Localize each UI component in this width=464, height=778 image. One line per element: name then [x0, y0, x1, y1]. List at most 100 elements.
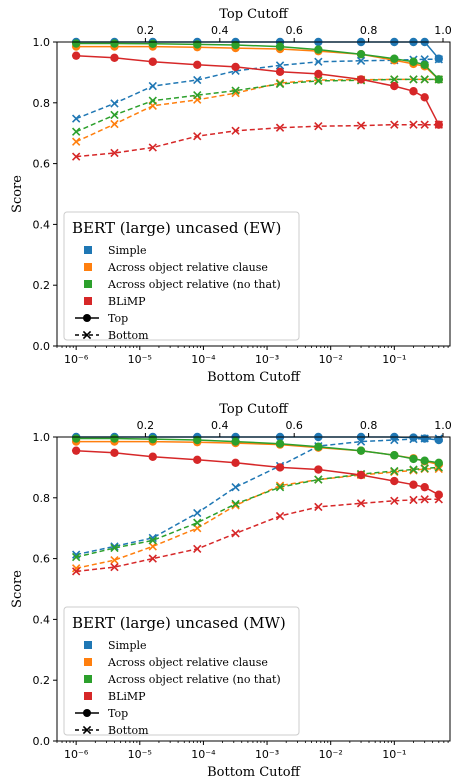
legend-swatch: [84, 263, 92, 271]
legend-swatch: [84, 280, 92, 288]
top-x-tick-label: 1.0: [434, 24, 452, 37]
series-top-point: [356, 446, 366, 455]
x-tick-label: 10⁻⁴: [191, 353, 216, 366]
x-axis-title: Bottom Cutoff: [207, 765, 301, 778]
series-bottom-point: [148, 536, 157, 545]
series-top-point: [390, 54, 399, 63]
series-bottom-point: [420, 120, 429, 129]
series-bottom-line: [76, 468, 439, 570]
y-tick-label: 0.6: [33, 553, 51, 566]
series-top-point: [356, 75, 366, 84]
series-bottom-point: [231, 126, 240, 135]
series-top-point: [409, 87, 418, 96]
plot-frame: [56, 41, 451, 347]
series-bottom-point: [275, 482, 285, 492]
series-top-line: [76, 41, 440, 60]
series-4: [71, 51, 443, 161]
series-bottom-point: [275, 481, 285, 490]
legend-label: Top: [108, 707, 128, 720]
series-3: [71, 434, 443, 562]
series-top-point: [231, 458, 240, 468]
series-top-point: [110, 448, 119, 458]
series-top-point: [231, 40, 240, 50]
series-top-point: [193, 40, 202, 49]
legend-label: Bottom: [108, 724, 149, 737]
series-bottom-point: [231, 86, 240, 95]
series-top-point: [193, 455, 202, 464]
series-bottom-point: [314, 57, 323, 66]
series-bottom-point: [148, 143, 157, 152]
chart-panel-1: 0.0 0.2 0.4 0.6 0.8 1.0 10⁻⁶ 10⁻⁵ 10⁻⁴ 10⁻³ 10⁻² 10…: [10, 7, 452, 385]
legend-label: Bottom: [108, 329, 149, 342]
series-bottom-point: [148, 554, 157, 563]
series-top-point: [356, 49, 366, 59]
legend-swatch: [84, 675, 92, 683]
x-tick-label: 10⁻⁴: [191, 748, 216, 761]
legend-label: Across object relative clause: [107, 656, 268, 669]
plot-frame: [56, 436, 451, 742]
series-bottom-point: [71, 127, 81, 136]
y-tick-label: 1.0: [33, 36, 51, 49]
x-tick-label: 10⁻⁵: [128, 748, 152, 761]
series-top-point: [434, 120, 443, 129]
series-bottom-point: [356, 56, 366, 66]
y-tick-label: 0.4: [33, 613, 51, 626]
legend-label: Simple: [108, 244, 147, 257]
series-top-point: [275, 42, 285, 51]
y-tick-label: 0.0: [33, 735, 51, 748]
series-top-point: [275, 439, 285, 448]
y-tick-label: 0.6: [33, 158, 51, 171]
series-bottom-point: [390, 75, 399, 84]
series-bottom-point: [193, 91, 202, 100]
series-top-point: [434, 75, 443, 84]
series-top-point: [71, 39, 81, 48]
series-top-point: [110, 39, 119, 48]
legend-label: Across object relative (no that): [107, 278, 281, 291]
series-top-point: [110, 53, 119, 63]
series-top-point: [409, 480, 418, 489]
series-top-point: [148, 452, 157, 461]
legend-swatch: [84, 641, 92, 649]
series-bottom-point: [193, 544, 202, 554]
series-top-point: [71, 446, 81, 455]
y-tick-label: 0.4: [33, 218, 51, 231]
series-bottom-point: [420, 75, 429, 84]
series-top-point: [275, 463, 285, 472]
series-bottom-point: [420, 495, 429, 504]
series-top-point: [434, 458, 443, 468]
series-3: [71, 39, 443, 136]
series-bottom-point: [110, 148, 119, 158]
series-bottom-point: [409, 495, 418, 505]
legend-label: Simple: [108, 639, 147, 652]
series-top-point: [193, 435, 202, 445]
legend-swatch: [84, 297, 92, 305]
series-top-point: [420, 456, 429, 465]
series-top-point: [420, 434, 429, 443]
y-tick-label: 0.2: [33, 279, 51, 292]
x-axis-title: Bottom Cutoff: [207, 370, 301, 385]
x-tick-label: 10⁻³: [255, 748, 279, 761]
series-top-point: [409, 433, 418, 442]
series-bottom-point: [275, 79, 285, 89]
y-tick-label: 0.8: [33, 492, 51, 505]
series-bottom-point: [71, 114, 81, 123]
top-x-axis-title: Top Cutoff: [219, 7, 289, 22]
series-bottom-point: [71, 552, 81, 562]
series-top-point: [420, 60, 429, 69]
series-bottom-point: [390, 496, 399, 506]
series-bottom-point: [110, 562, 119, 572]
series-bottom-point: [71, 137, 81, 146]
x-tick-label: 10⁻⁶: [64, 353, 89, 366]
top-x-tick-label: 0.8: [360, 24, 378, 37]
series-top-point: [434, 435, 443, 445]
series-bottom-point: [110, 99, 119, 108]
legend-title: BERT (large) uncased (MW): [72, 614, 286, 632]
series-top-point: [390, 451, 399, 460]
series-bottom-line: [75, 78, 439, 133]
legend-box: [63, 211, 300, 341]
series-bottom-point: [110, 555, 119, 565]
legend-marker-circle: [83, 709, 91, 717]
legend-label: BLiMP: [108, 690, 146, 703]
series-top-point: [231, 437, 240, 446]
top-x-tick-label: 1.0: [434, 419, 452, 432]
